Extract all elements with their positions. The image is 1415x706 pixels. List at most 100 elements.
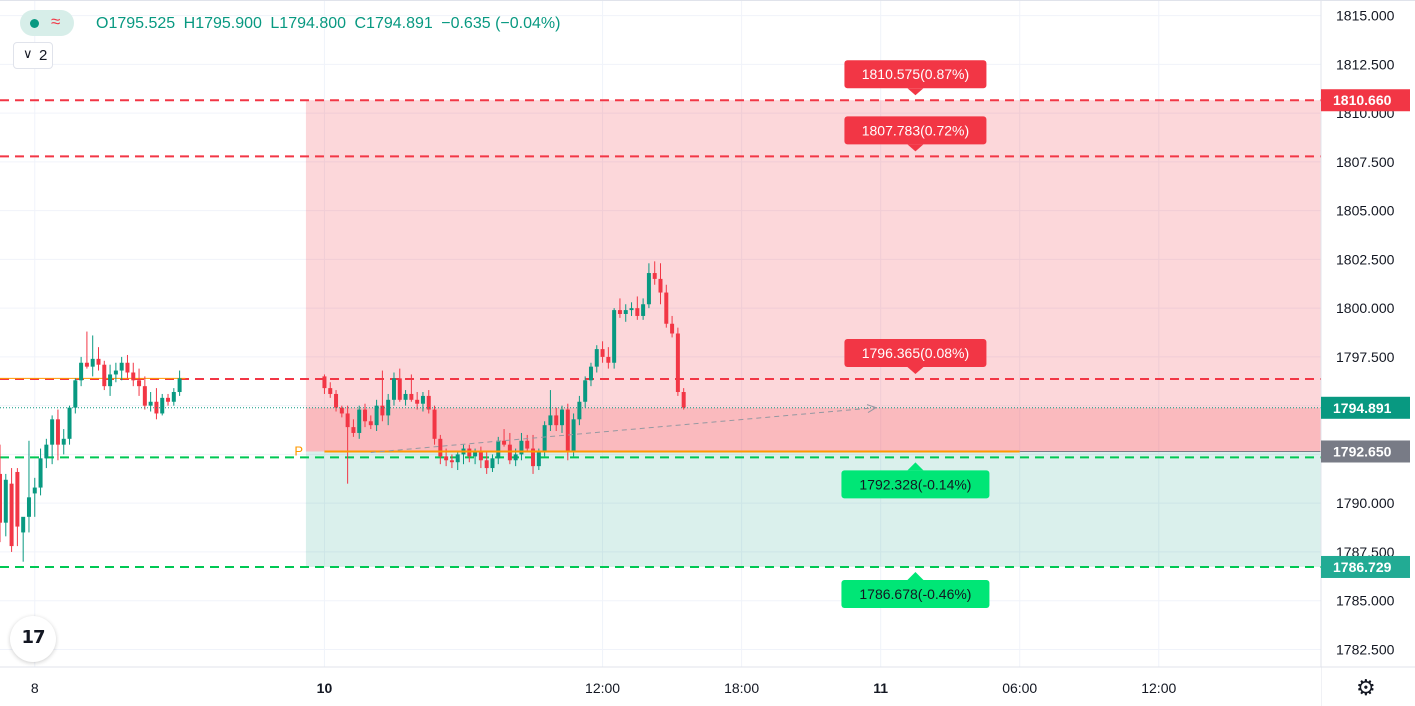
candle-body <box>438 438 443 457</box>
candle-body <box>119 362 124 371</box>
time-axis[interactable]: 8 10 12:00 18:00 11 06:00 12:00 <box>0 666 1415 706</box>
time-tick-label: 18:00 <box>724 680 759 696</box>
time-tick-label: 11 <box>873 680 888 696</box>
position-overlay: P <box>0 404 1321 458</box>
candle-body <box>339 407 344 414</box>
price-label: 1810.660 <box>1333 92 1392 108</box>
logo-icon: 17 <box>21 627 45 648</box>
candle-body <box>681 392 686 408</box>
time-tick-label: 12:00 <box>1141 680 1176 696</box>
legend-low: L1794.800 <box>270 15 347 32</box>
price-label: 1794.891 <box>1333 400 1392 416</box>
price-label: 1792.650 <box>1333 443 1392 459</box>
candle-body <box>542 425 547 453</box>
candle-body <box>328 388 333 394</box>
time-tick-label: 8 <box>31 680 39 696</box>
level-labels[interactable]: 1810.575(0.87%) 1807.783(0.72%) 1796.365(0… <box>841 60 990 608</box>
candle-body <box>623 310 628 314</box>
price-tick-label: 1812.500 <box>1336 56 1395 72</box>
candle-body <box>478 452 483 461</box>
price-label-bg <box>1321 89 1410 112</box>
candle-body <box>322 376 327 389</box>
candle-body <box>455 454 460 463</box>
candle-body <box>449 460 454 463</box>
candle-body <box>61 438 66 445</box>
candle-body <box>600 349 605 357</box>
candle-body <box>55 419 60 445</box>
candle-body <box>420 395 425 404</box>
candle-body <box>583 380 588 402</box>
candle-body <box>664 292 669 324</box>
target-label: 1796.365(0.08%) <box>862 345 969 361</box>
price-tick-label: 1782.500 <box>1336 641 1395 657</box>
candle-body <box>21 516 26 533</box>
candle-body <box>473 452 478 457</box>
ohlc-legend: O1795.525 H1795.900 L1794.800 C1794.891 … <box>96 15 564 33</box>
candle-body <box>160 397 165 414</box>
candle-body <box>84 362 89 367</box>
candle-body <box>108 374 113 387</box>
candle-body <box>577 401 582 420</box>
status-dot-icon <box>30 19 39 28</box>
legend-open: O1795.525 <box>96 15 176 32</box>
target-label-bg <box>844 339 987 368</box>
candle-body <box>137 380 142 387</box>
candle-body <box>363 409 368 422</box>
candle-body <box>90 358 95 367</box>
candle-body <box>502 440 507 445</box>
legend-close: C1794.891 <box>354 15 433 32</box>
candle-body <box>125 362 130 373</box>
price-label: 1786.729 <box>1333 559 1392 575</box>
price-tick-label: 1807.500 <box>1336 154 1395 170</box>
price-tick-label: 1785.000 <box>1336 593 1395 609</box>
stop-label-bg <box>841 579 990 608</box>
candle-body <box>403 393 408 400</box>
target-label-bg <box>844 116 987 145</box>
tradingview-logo[interactable]: 17 <box>10 616 56 662</box>
legend-change: −0.635 (−0.04%) <box>441 15 561 32</box>
candle-body <box>652 273 657 279</box>
candle-body <box>368 421 373 426</box>
candle-body <box>571 419 576 453</box>
price-tick-label: 1805.000 <box>1336 203 1395 219</box>
indicator-toggle[interactable]: ≈ <box>20 10 74 36</box>
candle-body <box>148 401 153 406</box>
target-label-pointer <box>907 367 924 375</box>
price-tick-label: 1790.000 <box>1336 495 1395 511</box>
price-axis-bg <box>1321 0 1415 706</box>
time-tick-label: 12:00 <box>585 680 620 696</box>
chart-grid <box>0 0 1321 667</box>
open-pnl-zone <box>305 407 1322 452</box>
stop-zone <box>305 451 1322 567</box>
entry-marker: P <box>294 443 303 458</box>
candle-body <box>565 409 570 453</box>
time-axis-bg <box>0 667 1321 706</box>
candle-body <box>15 471 20 527</box>
candle-body <box>171 392 176 402</box>
candle-body <box>560 409 565 426</box>
candle-body <box>177 378 182 393</box>
price-label-bg <box>1321 396 1410 419</box>
price-label-bg <box>1321 555 1410 578</box>
price-tick-label: 1815.000 <box>1336 8 1395 24</box>
price-tick-label: 1802.500 <box>1336 251 1395 267</box>
collapse-indicators-button[interactable]: ∨ 2 <box>13 42 53 69</box>
candle-body <box>484 460 489 469</box>
candle-body <box>606 356 611 363</box>
gear-icon[interactable]: ⚙ <box>1356 675 1376 700</box>
candle-body <box>513 454 518 461</box>
candle-body <box>67 407 72 439</box>
stop-label-pointer <box>907 462 924 471</box>
legend-high: H1795.900 <box>183 15 262 32</box>
candle-body <box>9 483 14 547</box>
candle-body <box>612 310 617 363</box>
price-tick-label: 1787.500 <box>1336 544 1395 560</box>
candle-body <box>525 440 530 449</box>
candle-body <box>142 386 147 406</box>
target-zone <box>305 100 1322 452</box>
time-tick-label: 06:00 <box>1002 680 1037 696</box>
candle-body <box>73 380 78 408</box>
projection-arrow-icon <box>866 404 878 414</box>
